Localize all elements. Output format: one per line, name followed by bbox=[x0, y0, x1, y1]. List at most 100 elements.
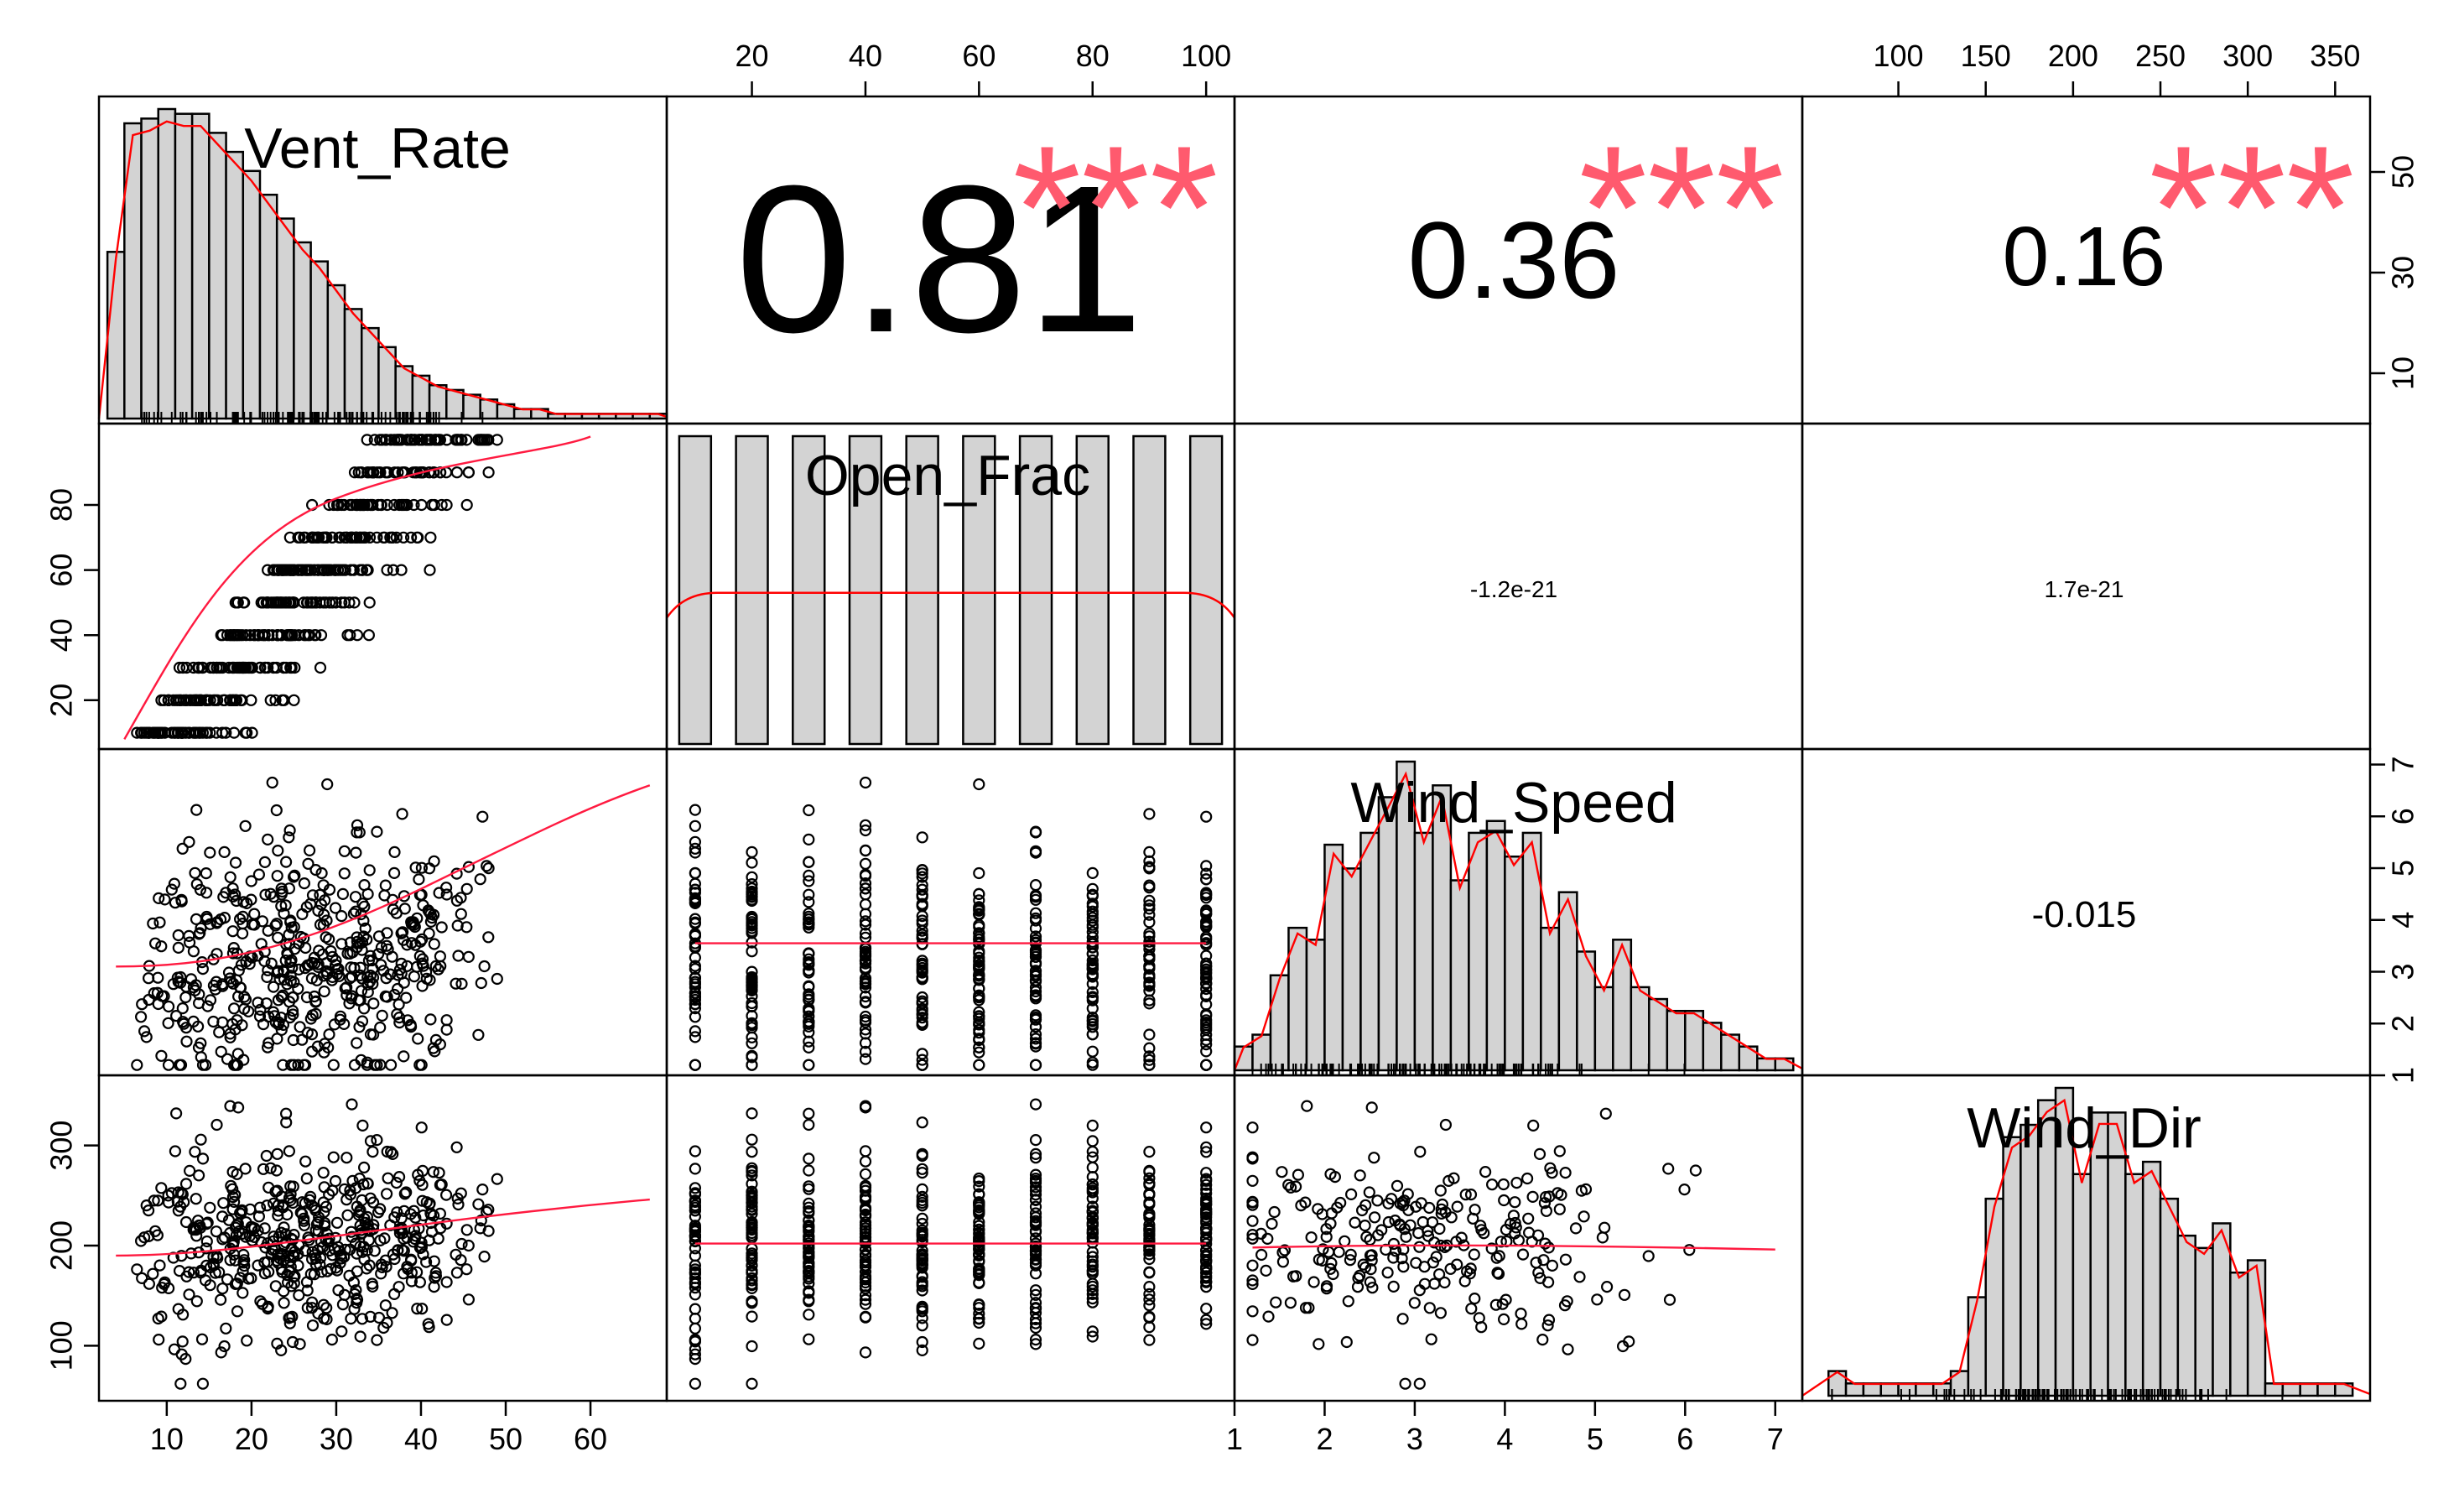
histogram-bar bbox=[512, 408, 533, 420]
data-point bbox=[317, 1298, 330, 1311]
tick-label: 4 bbox=[2386, 912, 2420, 929]
data-point bbox=[217, 1197, 230, 1210]
data-point bbox=[859, 1155, 872, 1168]
data-point bbox=[387, 564, 399, 576]
data-point bbox=[314, 661, 327, 674]
data-point bbox=[170, 694, 183, 706]
data-point bbox=[375, 959, 387, 971]
histogram-wind-dir bbox=[1801, 1086, 2371, 1401]
data-point bbox=[474, 873, 486, 886]
data-point bbox=[237, 1265, 249, 1277]
data-point bbox=[859, 1298, 872, 1310]
data-point bbox=[293, 1289, 305, 1302]
data-point bbox=[262, 661, 274, 674]
data-point bbox=[916, 867, 928, 880]
data-point bbox=[356, 564, 369, 576]
data-point bbox=[384, 968, 397, 981]
data-point bbox=[973, 1238, 985, 1251]
histogram-bar bbox=[242, 169, 262, 420]
data-point bbox=[1464, 1188, 1478, 1201]
data-point bbox=[353, 1205, 366, 1219]
tick-label: 7 bbox=[1767, 1422, 1784, 1456]
data-point bbox=[1618, 1288, 1631, 1301]
axis-right-wind-speed: 1 2 3 4 5 6 7 bbox=[2370, 757, 2420, 1084]
data-point bbox=[1596, 1231, 1609, 1244]
data-point bbox=[689, 804, 702, 816]
data-point bbox=[482, 1204, 495, 1216]
data-point bbox=[266, 629, 278, 642]
data-point bbox=[434, 960, 447, 972]
data-point bbox=[379, 879, 392, 892]
histogram-bar bbox=[2229, 1271, 2249, 1397]
data-point bbox=[354, 961, 366, 974]
data-point bbox=[689, 978, 702, 991]
data-point bbox=[1397, 1243, 1410, 1256]
data-point bbox=[220, 887, 232, 899]
data-point bbox=[241, 897, 253, 910]
data-point bbox=[1086, 1045, 1099, 1058]
data-point bbox=[859, 844, 872, 857]
data-point bbox=[200, 1235, 213, 1248]
data-point bbox=[1316, 1254, 1328, 1267]
tick-label: 80 bbox=[44, 488, 79, 522]
data-point bbox=[1200, 1045, 1213, 1058]
data-point bbox=[1029, 1211, 1042, 1224]
data-point bbox=[354, 1330, 366, 1343]
data-point bbox=[1143, 939, 1156, 952]
data-point bbox=[379, 1299, 392, 1312]
data-point bbox=[216, 1233, 229, 1246]
data-point bbox=[973, 1220, 985, 1232]
data-point bbox=[386, 1307, 398, 1319]
data-point bbox=[973, 1180, 985, 1193]
data-point bbox=[320, 1234, 332, 1246]
data-point bbox=[916, 1054, 928, 1066]
data-point bbox=[428, 1280, 440, 1293]
data-point bbox=[1143, 1266, 1156, 1278]
data-point bbox=[1029, 950, 1042, 963]
data-point bbox=[1086, 947, 1099, 960]
data-point bbox=[179, 991, 192, 1004]
data-point bbox=[195, 1037, 207, 1049]
histogram-vent-rate bbox=[97, 107, 668, 424]
tick-label: 6 bbox=[1676, 1422, 1693, 1456]
data-point bbox=[973, 1059, 985, 1071]
data-point bbox=[1562, 1343, 1574, 1355]
data-point bbox=[452, 950, 465, 962]
data-point bbox=[1339, 1235, 1351, 1247]
data-point bbox=[689, 1230, 702, 1242]
data-point bbox=[131, 1263, 143, 1276]
data-point bbox=[284, 916, 297, 929]
data-point bbox=[211, 1251, 224, 1265]
data-point bbox=[1200, 888, 1213, 901]
data-point bbox=[746, 885, 758, 898]
data-point bbox=[460, 1263, 473, 1276]
data-point bbox=[472, 1198, 485, 1210]
data-point bbox=[330, 1216, 344, 1229]
data-point bbox=[371, 1334, 383, 1346]
rug-marks bbox=[1831, 1389, 2284, 1401]
data-point bbox=[344, 947, 356, 960]
data-point bbox=[179, 1215, 193, 1229]
data-point bbox=[1475, 1224, 1488, 1236]
data-point bbox=[363, 976, 377, 988]
data-point bbox=[393, 1170, 406, 1184]
data-point bbox=[352, 994, 365, 1007]
data-point bbox=[746, 1310, 758, 1323]
data-point bbox=[321, 778, 334, 791]
data-point bbox=[364, 1135, 377, 1147]
histogram-bar bbox=[1468, 831, 1489, 1072]
corr-value-windspeed-winddir: -0.015 bbox=[2032, 894, 2137, 935]
data-point bbox=[1365, 1101, 1378, 1114]
data-point bbox=[285, 954, 298, 966]
data-point bbox=[689, 1348, 702, 1361]
data-point bbox=[689, 997, 702, 1011]
histogram-bar bbox=[1521, 831, 1542, 1072]
data-point bbox=[746, 856, 758, 869]
data-point bbox=[283, 1317, 296, 1329]
data-point bbox=[1414, 1145, 1427, 1158]
data-point bbox=[916, 918, 928, 930]
data-point bbox=[859, 1045, 872, 1059]
data-point bbox=[859, 996, 872, 1008]
data-point bbox=[746, 1220, 758, 1232]
data-point bbox=[1678, 1183, 1691, 1196]
